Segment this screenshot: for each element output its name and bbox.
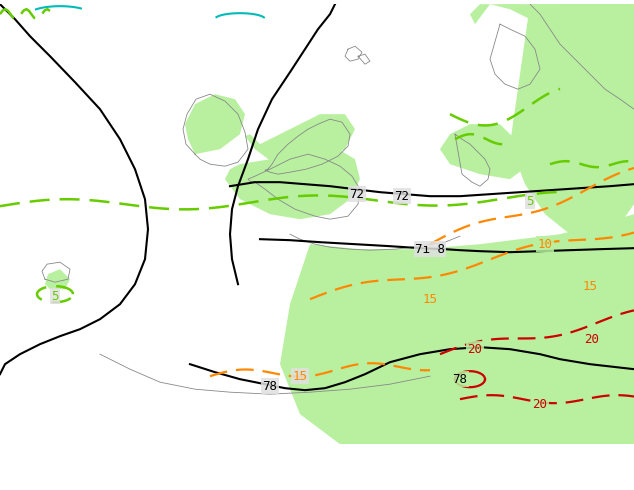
Text: Height/Temp. 925 hPa [gdpm] ECMWF: Height/Temp. 925 hPa [gdpm] ECMWF (6, 461, 242, 474)
Polygon shape (185, 94, 245, 154)
Text: 15: 15 (583, 280, 597, 293)
Polygon shape (470, 4, 634, 34)
Text: 72: 72 (349, 188, 365, 201)
Text: 15: 15 (422, 293, 437, 306)
Text: 20: 20 (585, 333, 600, 345)
Text: 72: 72 (394, 190, 410, 203)
Polygon shape (225, 144, 360, 219)
Text: 78: 78 (262, 380, 278, 392)
Polygon shape (480, 4, 634, 84)
Polygon shape (45, 269, 70, 289)
Text: ©weatheronline.co.uk: ©weatheronline.co.uk (476, 477, 592, 487)
Text: 5: 5 (526, 195, 534, 208)
Text: 78: 78 (453, 373, 467, 386)
Text: 5: 5 (51, 290, 59, 303)
Text: Sa 08-06-2024 03:00 UTC (12+39): Sa 08-06-2024 03:00 UTC (12+39) (342, 461, 563, 474)
Polygon shape (440, 124, 530, 179)
Text: 20: 20 (467, 343, 482, 356)
Polygon shape (280, 214, 634, 444)
Polygon shape (245, 114, 355, 166)
Text: 15: 15 (292, 369, 307, 383)
Text: 20: 20 (533, 398, 548, 411)
Text: 10: 10 (538, 238, 552, 251)
Text: 7ı 8: 7ı 8 (415, 243, 445, 256)
Polygon shape (510, 4, 634, 244)
